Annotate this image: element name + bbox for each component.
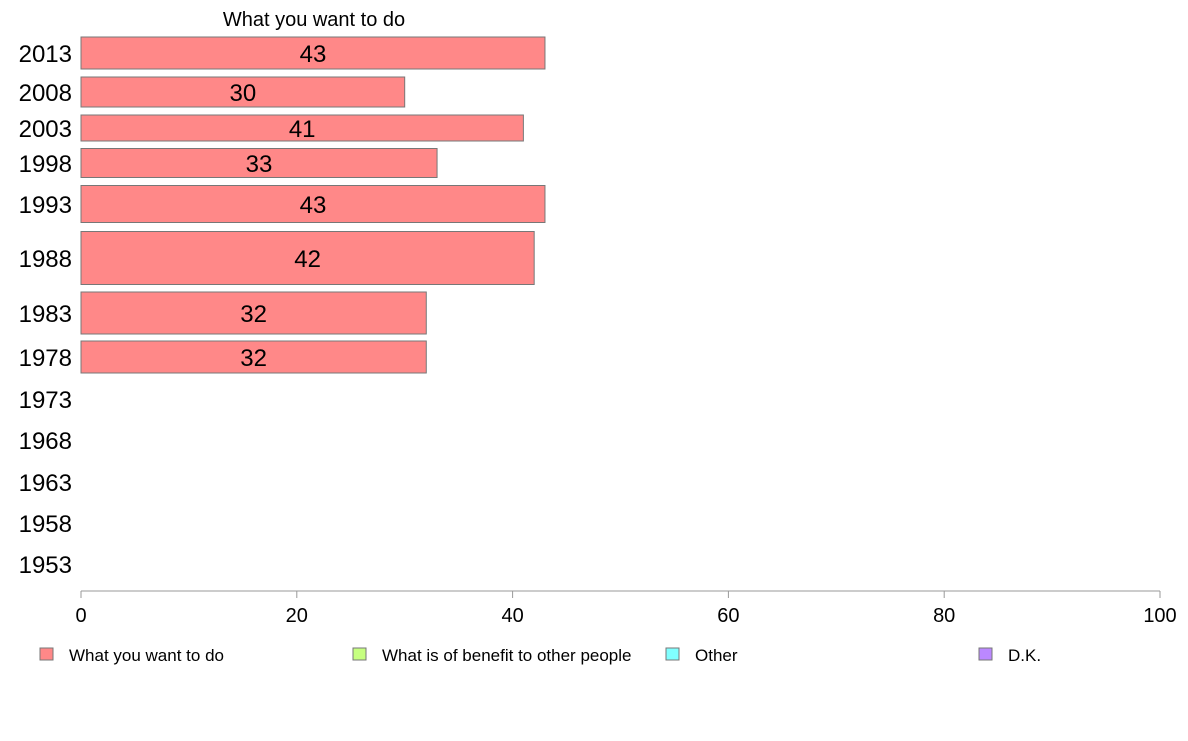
category-label: 1988 xyxy=(19,246,72,273)
bar xyxy=(80,36,546,70)
bar xyxy=(80,291,427,335)
bar xyxy=(80,76,406,108)
bar-value-label: 43 xyxy=(300,41,327,68)
category-label: 1953 xyxy=(19,552,72,579)
category-label: 1973 xyxy=(19,387,72,414)
x-tick-label: 60 xyxy=(717,605,739,627)
bar-value-label: 32 xyxy=(240,345,267,372)
category-label: 1963 xyxy=(19,470,72,497)
legend-swatch xyxy=(665,647,680,661)
category-label: 2013 xyxy=(19,41,72,68)
category-label: 2008 xyxy=(19,80,72,107)
category-labels: 2013 2008 2003 1998 1993 1988 1983 1978 1973 1968… xyxy=(19,41,72,579)
bar-value-label: 42 xyxy=(294,246,321,273)
category-label: 1958 xyxy=(19,511,72,538)
x-tick-label: 0 xyxy=(75,605,86,627)
bars-layer: 43 30 41 33 43 42 32 32 xyxy=(80,36,546,374)
x-tick-label: 20 xyxy=(286,605,308,627)
bar xyxy=(80,231,535,285)
legend-swatch xyxy=(978,647,993,661)
legend-label: What is of benefit to other people xyxy=(382,646,632,665)
category-label: 1968 xyxy=(19,428,72,455)
legend-label: Other xyxy=(695,646,738,665)
x-axis: 0 20 40 60 80 100 xyxy=(75,590,1177,627)
legend-swatch xyxy=(39,647,54,661)
bar xyxy=(80,185,546,223)
x-tick-label: 100 xyxy=(1143,605,1176,627)
bar xyxy=(80,114,524,142)
bar xyxy=(80,148,438,178)
legend: What you want to do What is of benefit to… xyxy=(39,646,1041,665)
x-tick-label: 40 xyxy=(501,605,523,627)
legend-label: What you want to do xyxy=(69,646,224,665)
category-label: 1978 xyxy=(19,345,72,372)
bar-value-label: 41 xyxy=(289,116,316,143)
legend-swatch xyxy=(352,647,367,661)
category-label: 1993 xyxy=(19,192,72,219)
bar-value-label: 30 xyxy=(229,80,256,107)
bar xyxy=(80,340,427,374)
legend-label: D.K. xyxy=(1008,646,1041,665)
bar-value-label: 32 xyxy=(240,301,267,328)
bar-value-label: 33 xyxy=(246,151,273,178)
category-label: 1983 xyxy=(19,301,72,328)
chart-title: What you want to do xyxy=(223,9,405,31)
x-tick-label: 80 xyxy=(933,605,955,627)
bar-value-label: 43 xyxy=(300,192,327,219)
category-label: 1998 xyxy=(19,151,72,178)
category-label: 2003 xyxy=(19,116,72,143)
